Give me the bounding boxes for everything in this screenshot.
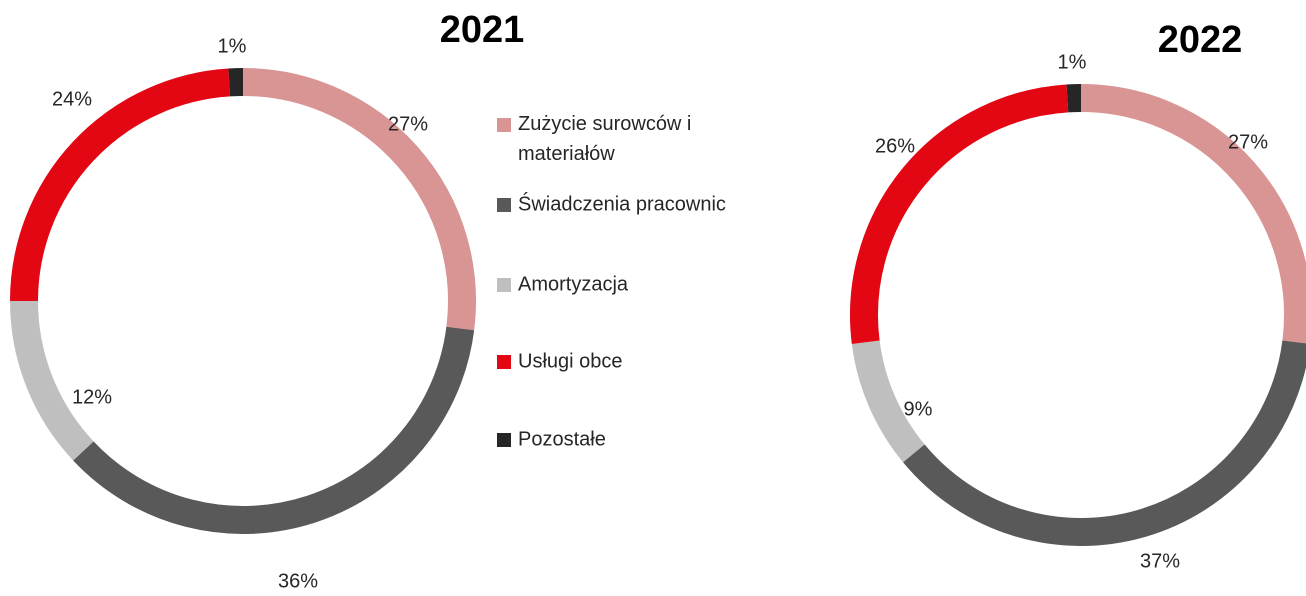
data-label: 36%	[278, 570, 318, 592]
donut-segment	[73, 326, 475, 534]
chart-title: 2021	[440, 9, 525, 51]
legend-label: Świadczenia pracownic	[518, 191, 726, 215]
data-label: 9%	[904, 398, 933, 420]
legend-swatch	[497, 355, 511, 369]
donut-segment	[1080, 84, 1306, 344]
donut-segment	[903, 340, 1306, 546]
donut-segment	[851, 340, 925, 463]
legend-swatch	[497, 118, 511, 132]
legend-label: Amortyzacja	[518, 273, 629, 295]
data-label: 12%	[72, 386, 112, 408]
donut-segment	[850, 84, 1069, 344]
donut-segment	[10, 68, 231, 302]
chart-title: 2022	[1158, 19, 1243, 61]
legend-label: Pozostałe	[518, 428, 606, 450]
data-label: 26%	[875, 135, 915, 157]
data-label: 37%	[1140, 550, 1180, 572]
data-label: 1%	[218, 35, 247, 57]
donut-segment	[242, 68, 476, 331]
data-label: 27%	[1228, 131, 1268, 153]
legend-swatch	[497, 433, 511, 447]
data-label: 24%	[52, 88, 92, 110]
data-label: 1%	[1058, 51, 1087, 73]
legend-label: Usługi obce	[518, 350, 623, 372]
legend-swatch	[497, 278, 511, 292]
legend-swatch	[497, 198, 511, 212]
donut-segment	[10, 300, 94, 461]
legend-label: Zużycie surowców i materiałów	[518, 113, 691, 165]
data-label: 27%	[388, 113, 428, 135]
